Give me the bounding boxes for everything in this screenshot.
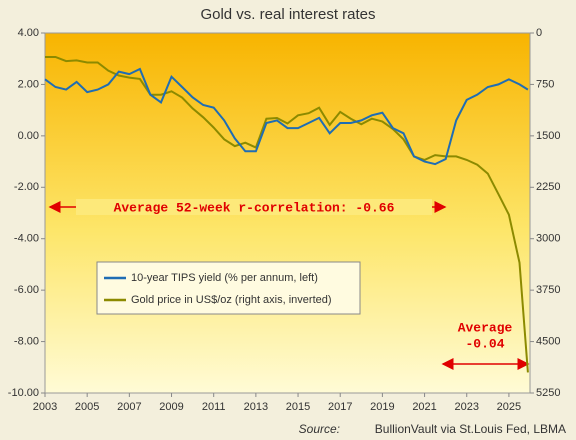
x-tick-label: 2017 (328, 401, 352, 413)
x-tick-label: 2007 (117, 401, 141, 413)
x-tick-label: 2019 (370, 401, 394, 413)
source-label: Source: (299, 422, 340, 436)
y2-tick-label: 750 (536, 78, 554, 90)
x-tick-label: 2013 (244, 401, 268, 413)
y2-tick-label: 3750 (536, 284, 560, 296)
chart-title: Gold vs. real interest rates (200, 6, 375, 23)
annotation: Average 52-week r-correlation: -0.66 (114, 200, 395, 215)
series-line (44, 67, 529, 166)
y-tick-label: 4.00 (18, 27, 39, 39)
y-tick-label: -2.00 (14, 181, 39, 193)
annotation: -0.04 (465, 336, 504, 351)
y-tick-label: -10.00 (8, 387, 39, 399)
x-tick-label: 2021 (412, 401, 436, 413)
legend-label: Gold price in US$/oz (right axis, invert… (131, 294, 332, 306)
y-tick-label: -4.00 (14, 233, 39, 245)
x-tick-label: 2023 (454, 401, 478, 413)
y2-tick-label: 3000 (536, 233, 560, 245)
legend-label: 10-year TIPS yield (% per annum, left) (131, 272, 318, 284)
x-tick-label: 2009 (159, 401, 183, 413)
x-tick-label: 2003 (33, 401, 57, 413)
x-tick-label: 2015 (286, 401, 310, 413)
annotation: Average (458, 320, 513, 335)
x-tick-label: 2011 (202, 401, 226, 413)
series-line (45, 56, 529, 373)
y2-tick-label: 4500 (536, 335, 560, 347)
y-tick-label: 0.00 (18, 130, 39, 142)
y2-tick-label: 0 (536, 27, 542, 39)
x-tick-label: 2005 (75, 401, 99, 413)
y-tick-label: -8.00 (14, 335, 39, 347)
y-tick-label: 2.00 (18, 78, 39, 90)
y-tick-label: -6.00 (14, 284, 39, 296)
annotation-bg (76, 199, 432, 215)
x-tick-label: 2025 (497, 401, 521, 413)
legend (96, 261, 361, 315)
y2-tick-label: 5250 (536, 387, 560, 399)
y2-tick-label: 2250 (536, 181, 560, 193)
source: BullionVault via St.Louis Fed, LBMA (375, 422, 566, 436)
y2-tick-label: 1500 (536, 130, 560, 142)
